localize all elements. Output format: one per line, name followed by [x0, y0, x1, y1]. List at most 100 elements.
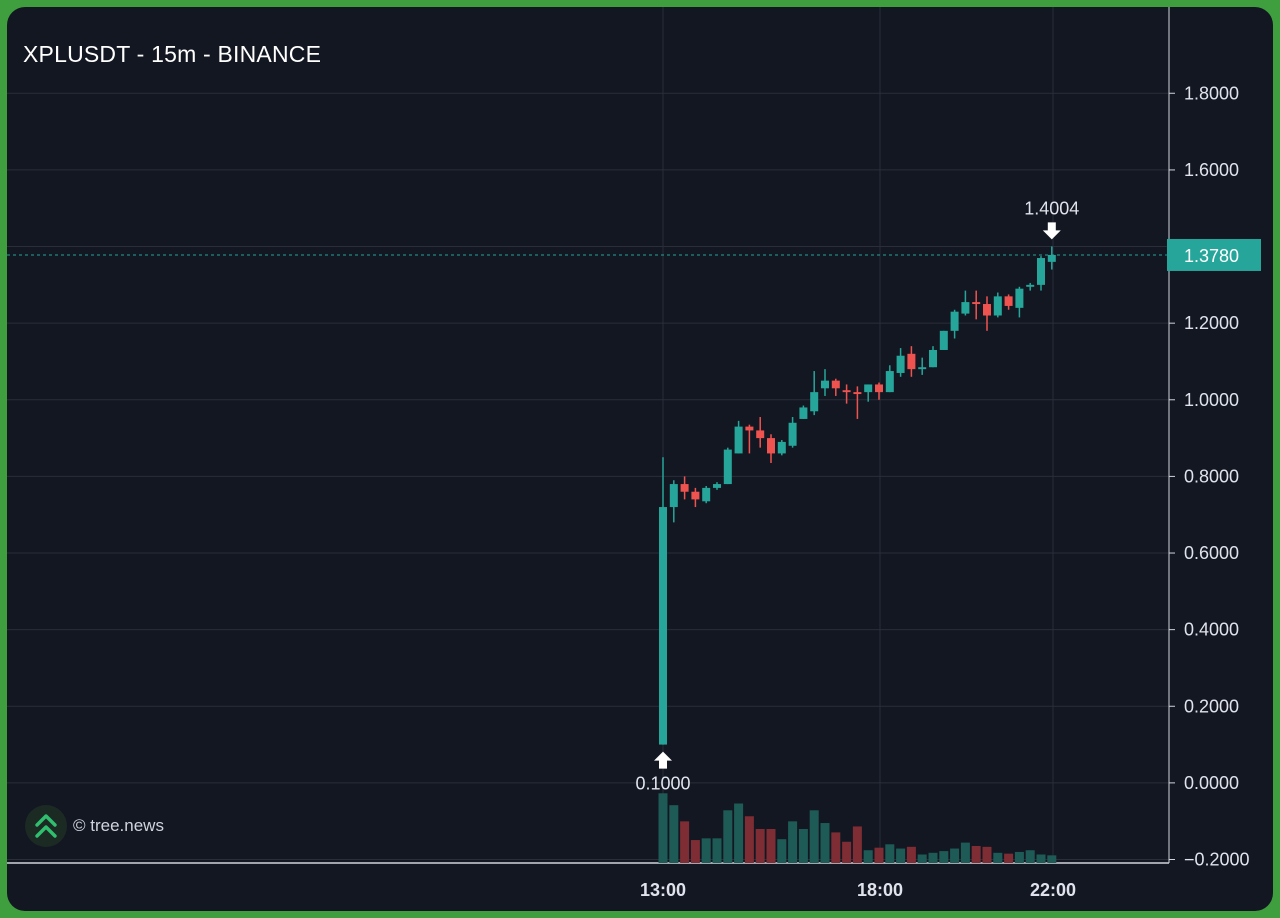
candle	[993, 292, 1002, 318]
volume-bar	[809, 810, 819, 863]
candle	[756, 417, 765, 448]
candle	[831, 378, 840, 396]
candle-body	[1026, 284, 1035, 287]
current-price-label: 1.3780	[1184, 246, 1239, 266]
volume-bar	[971, 846, 981, 863]
y-tick-label: 0.0000	[1184, 773, 1239, 793]
volume-bar	[863, 850, 873, 863]
y-tick-label: 0.8000	[1184, 466, 1239, 486]
volume-bar	[982, 846, 992, 863]
candle	[669, 480, 678, 523]
y-tick-label: 1.6000	[1184, 160, 1239, 180]
volume-bar	[755, 829, 765, 863]
candle	[972, 290, 981, 320]
volume-bar	[701, 838, 711, 863]
volume-bar	[798, 829, 808, 863]
candle	[875, 382, 883, 400]
volume-bar	[788, 821, 798, 863]
volume-bar	[993, 852, 1003, 863]
candle	[885, 365, 894, 393]
candle	[1037, 256, 1045, 291]
candle-body	[1047, 254, 1056, 262]
candle	[821, 369, 829, 396]
candle	[918, 357, 927, 375]
candle-body	[885, 371, 894, 393]
candle-body	[810, 392, 819, 412]
candle-body	[713, 484, 721, 488]
candle	[1015, 286, 1024, 318]
candle-body	[745, 426, 754, 431]
arrow-up-icon	[654, 751, 672, 769]
candle-body	[1004, 296, 1013, 306]
candle	[939, 330, 948, 350]
candle-body	[993, 296, 1002, 316]
candle-body	[842, 390, 851, 393]
candle	[950, 309, 959, 339]
volume-bar	[874, 847, 884, 863]
candle-body	[680, 484, 689, 492]
x-tick-label: 22:00	[1030, 880, 1076, 900]
candle-body	[659, 507, 667, 745]
candle-body	[961, 302, 970, 314]
arrow-down-icon	[1042, 222, 1061, 240]
candle-body	[918, 367, 927, 370]
y-tick-label: 0.6000	[1184, 543, 1239, 563]
candle	[702, 485, 711, 504]
volume-bar	[852, 826, 862, 863]
candle-body	[983, 304, 991, 316]
volume-bars	[658, 793, 1057, 863]
volume-bar	[1036, 854, 1046, 863]
volume-bar	[1004, 853, 1014, 863]
candle	[810, 371, 819, 416]
candle-body	[950, 311, 959, 331]
brand-text: © tree.news	[73, 816, 164, 835]
low-price-label: 0.1000	[635, 774, 690, 794]
volume-bar	[1047, 855, 1057, 863]
candle-body	[788, 422, 797, 446]
candle	[680, 476, 689, 500]
y-tick-label: 0.2000	[1184, 696, 1239, 716]
volume-bar	[831, 832, 841, 863]
chart-title: XPLUSDT - 15m - BINANCE	[23, 41, 322, 67]
candle-body	[777, 441, 786, 454]
volume-bar	[723, 810, 733, 863]
candle	[907, 346, 916, 377]
high-price-label: 1.4004	[1024, 198, 1079, 218]
volume-bar	[734, 803, 744, 863]
candle	[691, 487, 700, 508]
candle	[788, 417, 797, 448]
candles	[659, 246, 1056, 745]
chart-panel: 1.80001.60001.40001.20001.00000.80000.60…	[7, 7, 1273, 911]
volume-bar	[712, 838, 722, 863]
candle	[864, 384, 873, 402]
candle	[896, 348, 905, 377]
brand-watermark: © tree.news	[25, 805, 164, 847]
candle	[983, 296, 991, 331]
volume-bar	[680, 821, 690, 863]
volume-bar	[896, 848, 906, 863]
candle	[713, 482, 721, 490]
volume-bar	[777, 839, 787, 863]
volume-bar	[939, 851, 949, 863]
candle-body	[1015, 288, 1024, 308]
candle-body	[691, 491, 700, 500]
candlestick-chart[interactable]: 1.80001.60001.40001.20001.00000.80000.60…	[7, 7, 1273, 911]
candle-body	[767, 438, 775, 454]
volume-bar	[669, 805, 679, 863]
candle-body	[972, 302, 981, 305]
candle	[961, 290, 970, 316]
candle-body	[929, 349, 937, 368]
candle-body	[853, 392, 862, 395]
candle-body	[821, 380, 829, 389]
y-tick-label: 1.2000	[1184, 313, 1239, 333]
candle-body	[702, 487, 711, 502]
candle	[799, 405, 808, 419]
double-chevron-up-icon	[25, 805, 67, 847]
grid-lines	[7, 7, 1169, 863]
candle	[929, 346, 937, 368]
volume-bar	[960, 842, 970, 863]
candle-body	[831, 380, 840, 389]
candle	[842, 384, 851, 404]
candle	[853, 386, 862, 419]
x-tick-label: 18:00	[857, 880, 903, 900]
